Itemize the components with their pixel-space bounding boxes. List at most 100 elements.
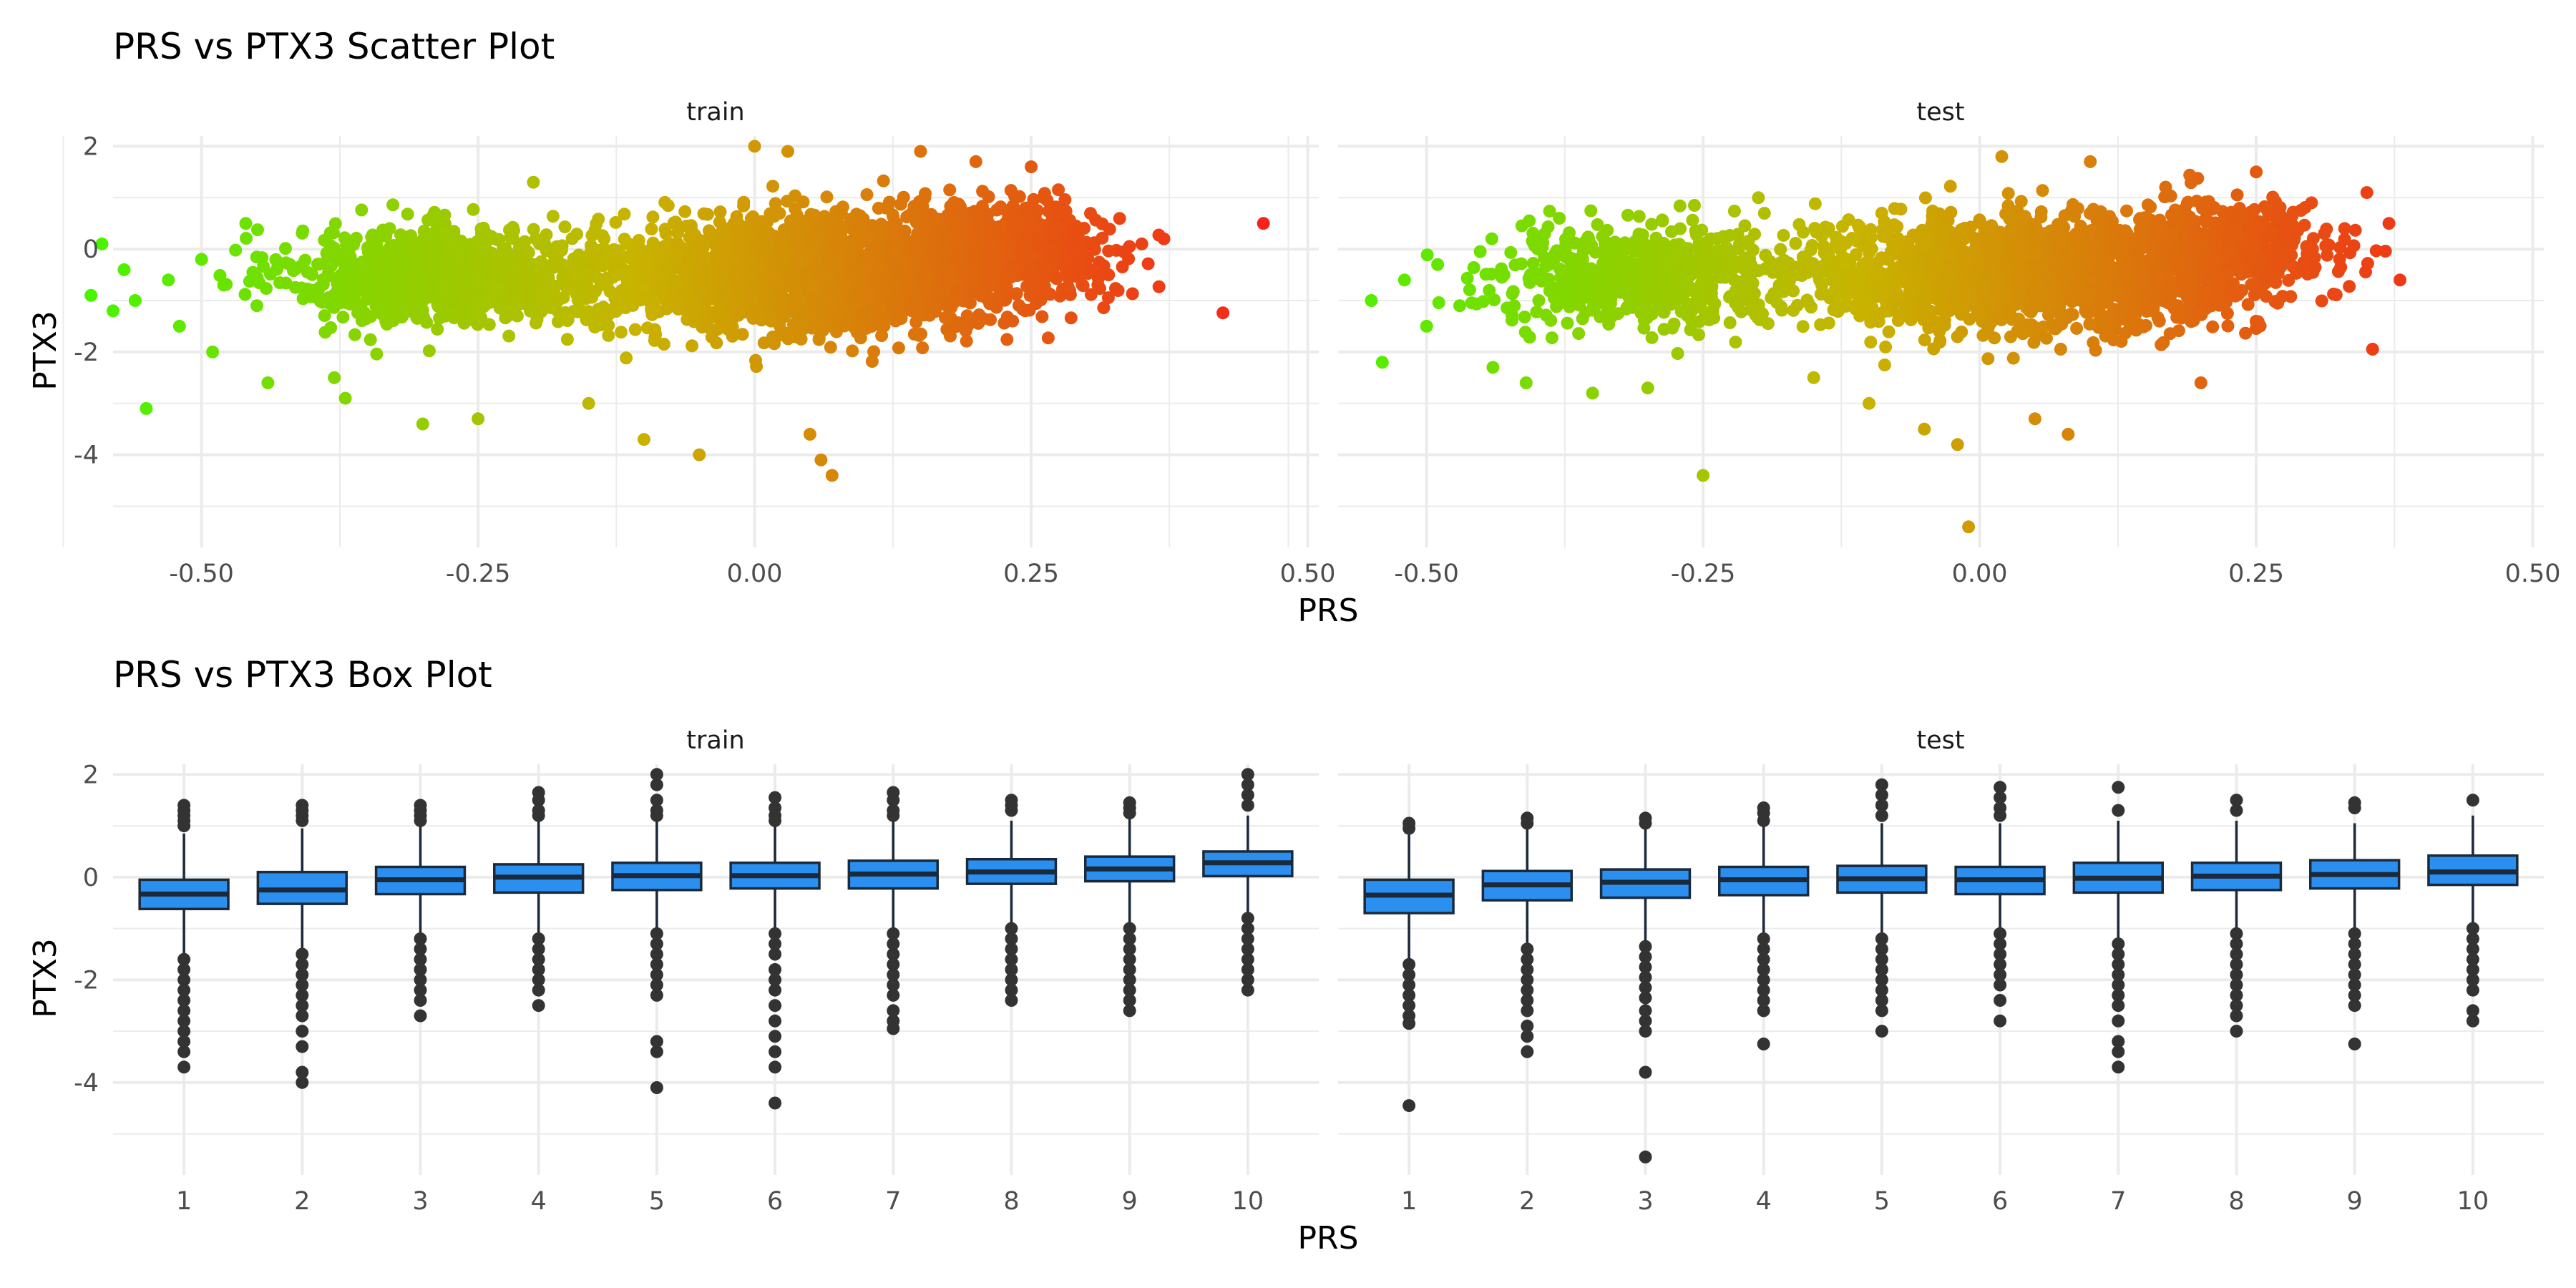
scatter-point [485, 280, 499, 293]
scatter-point [673, 239, 686, 253]
scatter-point [775, 255, 789, 269]
scatter-point [657, 338, 670, 351]
scatter-point [1787, 284, 1800, 298]
scatter-point [1548, 291, 1561, 305]
scatter-point [1420, 248, 1434, 262]
scatter-point [140, 401, 153, 415]
scatter-point [206, 345, 220, 358]
scatter-point [1545, 331, 1558, 345]
scatter-point [1066, 244, 1080, 258]
scatter-point [716, 292, 729, 306]
scatter-point [1759, 248, 1772, 262]
scatter-point [1463, 283, 1476, 297]
scatter-point [1479, 268, 1493, 281]
scatter-point [322, 291, 336, 304]
scatter-point [774, 301, 787, 315]
scatter-point [594, 278, 608, 292]
scatter-point [1719, 240, 1733, 254]
scatter-point [844, 250, 857, 264]
scatter-point [734, 300, 748, 313]
scatter-point [1015, 250, 1029, 264]
scatter-point [296, 292, 310, 306]
scatter-points-train [84, 140, 1270, 482]
scatter-point [328, 371, 341, 384]
scatter-point [1672, 261, 1685, 275]
scatter-point [1526, 257, 1540, 270]
scatter-point [627, 261, 640, 275]
scatter-point [1126, 287, 1139, 301]
scatter-point [1646, 243, 1659, 257]
scatter-point [926, 252, 940, 265]
scatter-point [648, 323, 662, 336]
scatter-point [1117, 245, 1131, 258]
scatter-point [762, 269, 776, 283]
scatter-point [1666, 293, 1679, 307]
scatter-point [695, 239, 708, 253]
scatter-point [512, 298, 526, 311]
scatter-strip-train: train [686, 98, 744, 127]
scatter-point [2001, 199, 2015, 213]
scatter-point [394, 228, 407, 242]
scatter-point [1508, 258, 1522, 272]
scatter-point [558, 220, 572, 234]
scatter-point [1041, 286, 1055, 300]
scatter-point [1864, 336, 1878, 349]
scatter-point [530, 316, 542, 330]
scatter-point [885, 256, 899, 270]
scatter-point [1700, 249, 1714, 263]
scatter-point [1025, 199, 1038, 213]
scatter-point [527, 175, 540, 189]
scatter-point [974, 287, 987, 301]
scatter-point [422, 344, 436, 358]
scatter-point [610, 255, 624, 269]
scatter-point [927, 301, 940, 315]
scatter-point [506, 281, 519, 295]
scatter-point [1584, 204, 1598, 218]
scatter-point [853, 220, 867, 233]
scatter-point [1116, 260, 1129, 273]
scatter-point [1523, 214, 1536, 228]
scatter-point [411, 272, 424, 286]
scatter-point [781, 145, 794, 158]
scatter-point [1102, 268, 1116, 282]
scatter-point [946, 295, 960, 308]
scatter-point [355, 203, 369, 217]
scatter-point [452, 251, 465, 265]
scatter-point [1789, 237, 1802, 250]
scatter-point [383, 222, 396, 235]
scatter-point [565, 232, 579, 245]
scatter-point [1535, 274, 1548, 288]
scatter-point [84, 288, 98, 302]
scatter-point [960, 334, 973, 348]
scatter-point [678, 205, 692, 218]
scatter-point [836, 200, 849, 214]
scatter-point [1742, 292, 1755, 306]
scatter-point [989, 225, 1002, 238]
scatter-point [395, 258, 409, 271]
scatter-point [1025, 160, 1038, 174]
scatter-point [279, 276, 293, 290]
scatter-point [1729, 336, 1742, 349]
scatter-point [869, 239, 882, 253]
scatter-point [921, 267, 935, 280]
scatter-point [1006, 221, 1020, 235]
scatter-point [1561, 273, 1575, 287]
scatter-point [1049, 203, 1063, 216]
scatter-point [740, 268, 753, 281]
scatter-point [849, 264, 862, 277]
scatter-point [691, 280, 704, 293]
scatter-point [497, 258, 510, 271]
scatter-point [2206, 320, 2220, 333]
scatter-point [951, 316, 965, 329]
scatter-point [1485, 232, 1498, 245]
scatter-point [524, 304, 537, 318]
scatter-point [570, 269, 583, 283]
scatter-point [795, 310, 809, 323]
scatter-point [883, 195, 896, 209]
scatter-point [238, 288, 252, 301]
scatter-point [1566, 236, 1580, 250]
scatter-point [544, 301, 557, 315]
scatter-point [1632, 210, 1646, 223]
scatter-point [786, 235, 800, 248]
scatter-point [458, 263, 472, 276]
